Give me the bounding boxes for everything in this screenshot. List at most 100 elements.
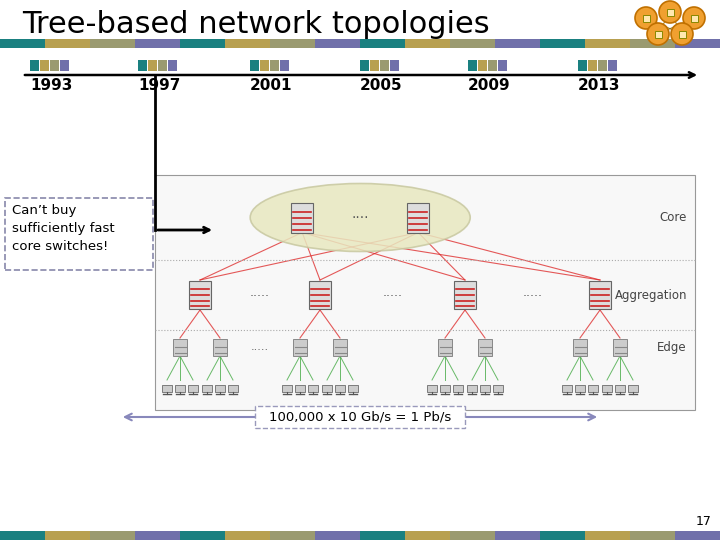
- Bar: [0, 39, 45, 48]
- Bar: [598, 60, 607, 71]
- Bar: [135, 531, 179, 540]
- FancyBboxPatch shape: [5, 198, 153, 270]
- Bar: [585, 531, 629, 540]
- Bar: [578, 60, 587, 71]
- Bar: [380, 60, 389, 71]
- Bar: [50, 60, 59, 71]
- Text: ....: ....: [351, 206, 369, 220]
- Bar: [488, 60, 497, 71]
- Bar: [630, 531, 675, 540]
- Bar: [333, 339, 347, 355]
- Text: Can’t buy
sufficiently fast
core switches!: Can’t buy sufficiently fast core switche…: [12, 204, 114, 253]
- Bar: [480, 384, 490, 391]
- Bar: [270, 531, 315, 540]
- Bar: [291, 202, 313, 233]
- Bar: [90, 531, 135, 540]
- Bar: [628, 384, 638, 391]
- Text: 2009: 2009: [468, 78, 510, 93]
- Bar: [315, 39, 359, 48]
- FancyBboxPatch shape: [255, 406, 465, 428]
- Bar: [360, 531, 405, 540]
- Bar: [260, 60, 269, 71]
- Bar: [667, 9, 673, 16]
- Bar: [270, 39, 315, 48]
- Circle shape: [635, 7, 657, 29]
- Bar: [30, 60, 39, 71]
- Text: 1997: 1997: [138, 78, 181, 93]
- Text: Tree-based network topologies: Tree-based network topologies: [22, 10, 490, 39]
- Text: .....: .....: [250, 287, 270, 300]
- Bar: [408, 202, 429, 233]
- Circle shape: [671, 23, 693, 45]
- Bar: [270, 60, 279, 71]
- Bar: [280, 60, 289, 71]
- Bar: [40, 60, 49, 71]
- Bar: [405, 39, 449, 48]
- Bar: [602, 384, 612, 391]
- Bar: [540, 531, 585, 540]
- Bar: [467, 384, 477, 391]
- Bar: [282, 384, 292, 391]
- Bar: [675, 531, 719, 540]
- Bar: [468, 60, 477, 71]
- Bar: [478, 339, 492, 355]
- Bar: [213, 339, 227, 355]
- Bar: [225, 39, 269, 48]
- Bar: [390, 60, 399, 71]
- Circle shape: [683, 7, 705, 29]
- Bar: [138, 60, 147, 71]
- Circle shape: [659, 1, 681, 23]
- Text: Edge: Edge: [657, 341, 687, 354]
- Text: 17: 17: [696, 515, 712, 528]
- Bar: [168, 60, 177, 71]
- Bar: [309, 281, 331, 309]
- Bar: [250, 60, 259, 71]
- Text: 2001: 2001: [250, 78, 292, 93]
- Bar: [360, 39, 405, 48]
- Bar: [180, 531, 225, 540]
- Text: Core: Core: [660, 211, 687, 224]
- Bar: [0, 531, 45, 540]
- Text: 100,000 x 10 Gb/s = 1 Pb/s: 100,000 x 10 Gb/s = 1 Pb/s: [269, 410, 451, 423]
- Bar: [615, 384, 625, 391]
- Bar: [450, 531, 495, 540]
- Bar: [540, 39, 585, 48]
- Bar: [90, 39, 135, 48]
- Bar: [370, 60, 379, 71]
- Bar: [585, 39, 629, 48]
- Bar: [173, 339, 187, 355]
- Circle shape: [647, 23, 669, 45]
- Bar: [335, 384, 345, 391]
- Bar: [308, 384, 318, 391]
- Bar: [162, 384, 172, 391]
- Text: 2005: 2005: [360, 78, 402, 93]
- Bar: [478, 60, 487, 71]
- Bar: [427, 384, 437, 391]
- Bar: [575, 384, 585, 391]
- Text: .....: .....: [523, 287, 542, 300]
- Bar: [690, 15, 698, 22]
- Bar: [45, 39, 89, 48]
- Ellipse shape: [251, 184, 470, 252]
- Bar: [588, 384, 598, 391]
- Bar: [562, 384, 572, 391]
- Bar: [295, 384, 305, 391]
- Bar: [405, 531, 449, 540]
- Bar: [493, 384, 503, 391]
- Bar: [613, 339, 627, 355]
- Bar: [175, 384, 185, 391]
- Text: Aggregation: Aggregation: [614, 288, 687, 301]
- Bar: [202, 384, 212, 391]
- Bar: [315, 531, 359, 540]
- Bar: [678, 30, 685, 37]
- Bar: [498, 60, 507, 71]
- Bar: [573, 339, 587, 355]
- Bar: [438, 339, 452, 355]
- Bar: [454, 281, 476, 309]
- Bar: [450, 39, 495, 48]
- Bar: [188, 384, 198, 391]
- Bar: [180, 39, 225, 48]
- Bar: [293, 339, 307, 355]
- Bar: [135, 39, 179, 48]
- Bar: [440, 384, 450, 391]
